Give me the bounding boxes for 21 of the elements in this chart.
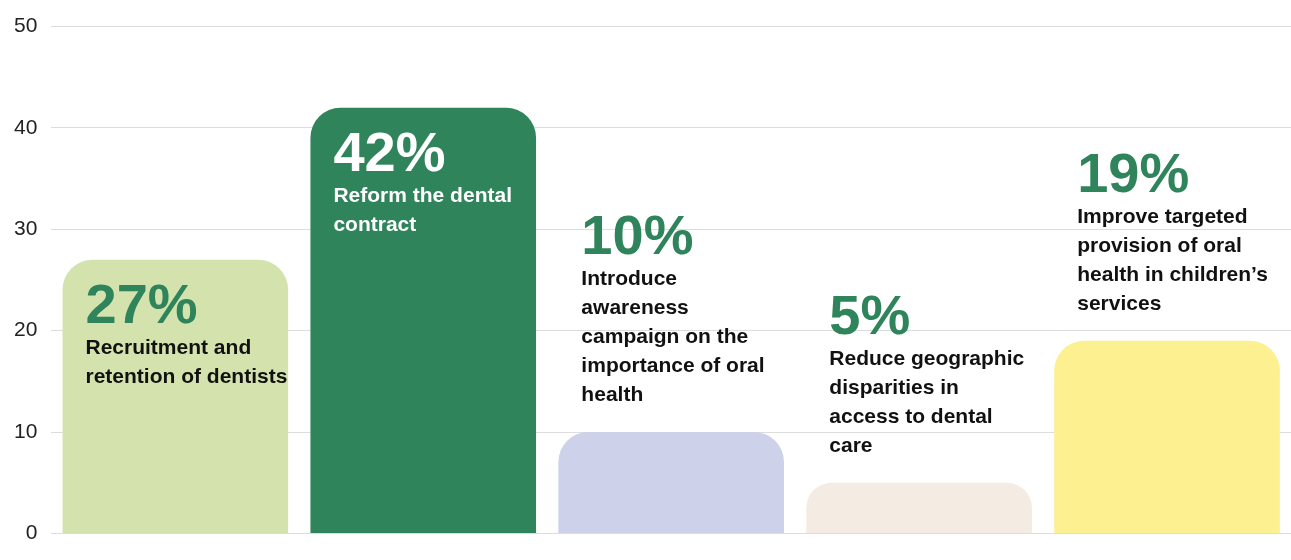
- data-label: 5%: [829, 283, 911, 347]
- x-tick-label: Reform the dental contract: [333, 182, 512, 235]
- data-label: 27%: [85, 272, 198, 336]
- data-label: 19%: [1077, 141, 1190, 205]
- y-tick-label: 20: [14, 317, 38, 341]
- bar: [310, 107, 537, 533]
- bar: [62, 259, 289, 533]
- y-tick-label: 30: [14, 216, 38, 240]
- y-tick-label: 50: [14, 13, 38, 37]
- bar: [558, 432, 784, 533]
- x-tick-label: Reduce geographic disparities in access to dental care: [829, 346, 1025, 457]
- y-tick-label: 10: [14, 418, 38, 442]
- x-tick-label: Introduce awareness campaign on the importance of oral health: [581, 266, 765, 406]
- data-label: 42%: [333, 120, 446, 184]
- bar: [806, 482, 1032, 533]
- bar: [1054, 340, 1280, 533]
- y-tick-label: 40: [14, 114, 38, 138]
- x-tick-label: Recruitment and retention of dentists: [85, 335, 288, 388]
- data-label: 10%: [581, 203, 694, 267]
- y-tick-label: 0: [25, 520, 38, 544]
- x-tick-label: Improve targeted provision of oral health in children’s services: [1077, 204, 1268, 315]
